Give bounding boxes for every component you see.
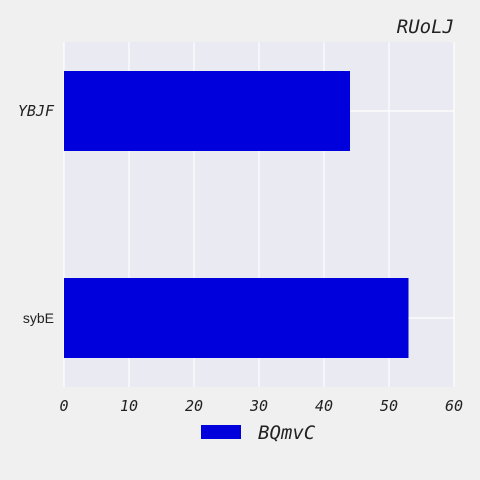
legend-label: BQmvC [258, 422, 316, 444]
y-tick-label: YBJF [18, 102, 55, 120]
bar-ybjf [64, 71, 350, 151]
x-tick-label: 40 [315, 397, 333, 415]
legend-swatch [201, 425, 241, 439]
x-tick-label: 10 [120, 397, 138, 415]
x-tick-label: 20 [185, 397, 203, 415]
chart-title: RUoLJ [397, 16, 454, 38]
x-tick-labels: 0 10 20 30 40 50 60 [59, 397, 463, 415]
y-tick-label: sybE [23, 310, 54, 326]
x-tick-label: 50 [380, 397, 398, 415]
legend: BQmvC [201, 422, 316, 444]
x-tick-label: 30 [249, 397, 268, 415]
x-tick-label: 0 [59, 397, 68, 415]
y-tick-labels: YBJF sybE [18, 102, 55, 326]
bar-sybe [64, 278, 409, 358]
x-tick-label: 60 [445, 397, 463, 415]
